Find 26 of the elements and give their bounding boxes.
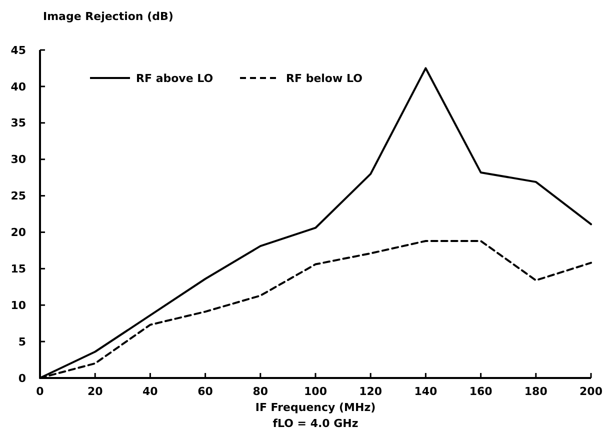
y-tick-label: 10 <box>10 298 26 312</box>
x-tick-label: 80 <box>252 385 268 398</box>
y-tick-label: 45 <box>10 44 26 57</box>
legend-label: RF below LO <box>286 72 362 85</box>
y-axis-title: Image Rejection (dB) <box>43 10 174 23</box>
x-tick-label: 140 <box>414 385 438 398</box>
y-tick-label: 20 <box>10 226 26 240</box>
x-tick-label: 0 <box>36 385 44 398</box>
text: fLO = 4.0 GHz <box>272 417 358 430</box>
y-tick-label: 0 <box>18 372 26 385</box>
x-tick-label: 120 <box>359 385 382 398</box>
y-tick-label: 5 <box>18 335 26 348</box>
y-tick-label: 25 <box>10 190 26 203</box>
x-tick-label: 20 <box>87 385 104 398</box>
x-tick-label: 100 <box>304 385 328 398</box>
x-tick-label: 60 <box>198 385 214 398</box>
x-tick-label: 40 <box>142 385 158 398</box>
y-tick-label: 40 <box>10 80 26 94</box>
legend-label: RF above LO <box>136 72 214 85</box>
y-tick-label: 30 <box>10 153 26 166</box>
y-tick-label: 35 <box>10 116 26 130</box>
x-tick-label: 180 <box>524 385 548 398</box>
x-axis-title: IF Frequency (MHz) <box>255 401 376 414</box>
x-tick-label: 200 <box>580 385 603 398</box>
y-tick-label: 15 <box>10 262 26 276</box>
x-tick-label: 160 <box>469 385 493 398</box>
